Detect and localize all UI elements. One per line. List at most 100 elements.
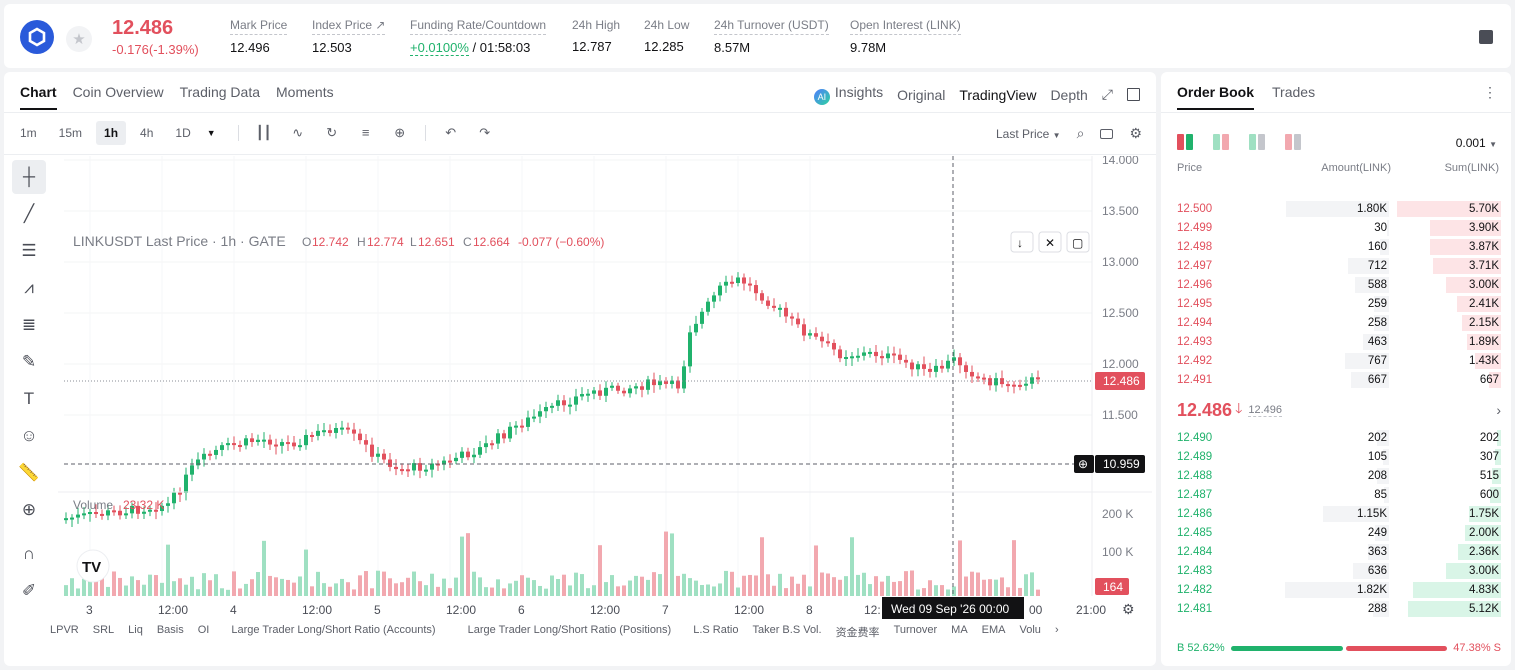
indicators-icon[interactable]: ∿ <box>292 125 304 140</box>
ask-row[interactable]: 12.496 588 3.00K <box>1177 276 1501 294</box>
stat-label[interactable]: Funding Rate/Countdown <box>410 18 547 35</box>
emoji-icon[interactable]: ☺ <box>20 426 38 445</box>
indicator-tab[interactable]: Turnover <box>893 624 938 636</box>
ask-row[interactable]: 12.499 30 3.90K <box>1177 219 1501 237</box>
timeframe-1h[interactable]: 1h <box>96 121 127 145</box>
ask-row[interactable]: 12.498 160 3.87K <box>1177 238 1501 256</box>
stat-label[interactable]: Open Interest (LINK) <box>850 18 961 35</box>
ask-row[interactable]: 12.494 258 2.15K <box>1177 314 1501 332</box>
indicator-tab[interactable]: OI <box>197 624 210 636</box>
stat-label[interactable]: Index Price ↗ <box>312 18 386 35</box>
order-price: 12.495 <box>1177 298 1213 310</box>
tab-coin-overview[interactable]: Coin Overview <box>72 84 164 100</box>
stat-label[interactable]: 24h Turnover (USDT) <box>714 18 829 35</box>
redo-icon[interactable]: ↷ <box>479 125 491 140</box>
tab-tradingview[interactable]: TradingView <box>959 86 1037 103</box>
zoom-in-icon[interactable]: ⊕ <box>21 500 37 519</box>
tab-trades[interactable]: Trades <box>1272 84 1316 100</box>
add-indicator-icon[interactable]: ⊕ <box>394 125 406 140</box>
indicator-tab[interactable]: Large Trader Long/Short Ratio (Accounts) <box>231 624 436 636</box>
tab-moments[interactable]: Moments <box>276 84 334 100</box>
guide-book-icon[interactable] <box>1479 30 1493 44</box>
indicator-tab[interactable]: 资金费率 <box>835 627 880 639</box>
precision-select[interactable]: 0.001 ▼ <box>1455 136 1497 150</box>
text-tool-icon[interactable]: T <box>23 389 35 408</box>
indicator-tab[interactable]: EMA <box>981 624 1006 636</box>
ask-row[interactable]: 12.492 767 1.43K <box>1177 352 1501 370</box>
bid-row[interactable]: 12.487 85 600 <box>1177 486 1501 504</box>
bid-row[interactable]: 12.484 363 2.36K <box>1177 543 1501 561</box>
asks-mode-icon[interactable] <box>1213 134 1229 150</box>
pencil-icon[interactable]: ✐ <box>21 581 37 600</box>
crosshair-icon[interactable]: ┼ <box>12 160 46 194</box>
fib-icon[interactable]: ≣ <box>21 315 37 334</box>
price-chart[interactable]: 14.000 13.500 13.000 12.500 12.000 11.500 LIN… <box>58 156 1152 626</box>
stat-label[interactable]: Mark Price <box>230 18 288 35</box>
magnet-icon[interactable]: ∩ <box>22 544 36 563</box>
timeframe-1m[interactable]: 1m <box>20 126 37 140</box>
timeframe-4h[interactable]: 4h <box>140 126 154 140</box>
window-icon[interactable] <box>1127 88 1140 101</box>
insights-button[interactable]: AI Insights <box>813 84 883 105</box>
indicator-tab[interactable]: LPVR <box>50 624 79 636</box>
chevron-right-icon[interactable]: › <box>1496 402 1501 418</box>
ask-row[interactable]: 12.500 1.80K 5.70K <box>1177 200 1501 218</box>
brush-icon[interactable]: ✎ <box>21 352 37 371</box>
scroll-down-button <box>1010 231 1034 253</box>
timeframe-1d[interactable]: 1D <box>175 126 191 140</box>
undo-icon[interactable]: ↶ <box>445 125 457 140</box>
horizontal-lines-icon[interactable]: ☰ <box>21 241 37 260</box>
order-sum: 2.41K <box>1468 298 1499 310</box>
indicator-tab[interactable]: MA <box>951 624 968 636</box>
indicator-tab[interactable]: Basis <box>156 624 184 636</box>
chevron-right-icon[interactable]: › <box>1054 624 1059 636</box>
depth-mode-icon[interactable] <box>1285 134 1301 150</box>
templates-icon[interactable]: ≡ <box>361 125 370 140</box>
search-icon[interactable]: ⌕ <box>1076 125 1085 141</box>
favorite-star-icon[interactable]: ★ <box>66 26 92 52</box>
bids-mode-icon[interactable] <box>1249 134 1265 150</box>
indicator-tab[interactable]: SRL <box>92 624 115 636</box>
bid-row[interactable]: 12.488 208 515 <box>1177 467 1501 485</box>
bid-row[interactable]: 12.490 202 202 <box>1177 429 1501 447</box>
tab-original[interactable]: Original <box>897 86 946 103</box>
refresh-icon[interactable]: ↻ <box>326 125 338 140</box>
timeframe-dropdown-icon[interactable]: ▼ <box>206 128 216 138</box>
bid-row[interactable]: 12.489 105 307 <box>1177 448 1501 466</box>
pattern-icon[interactable]: ⩘ <box>24 278 34 297</box>
indicator-tab[interactable]: L.S Ratio <box>693 624 739 636</box>
candle-type-icon[interactable]: ┃┃ <box>255 125 272 140</box>
tab-depth[interactable]: Depth <box>1050 86 1088 103</box>
indicator-tab[interactable]: Liq <box>128 624 143 636</box>
bid-row[interactable]: 12.482 1.82K 4.83K <box>1177 581 1501 599</box>
ask-row[interactable]: 12.491 667 667 <box>1177 371 1501 389</box>
price-type-select[interactable]: Last Price ▼ <box>995 126 1061 141</box>
price-axis-label: 13.500 <box>1102 204 1139 218</box>
ask-row[interactable]: 12.497 712 3.71K <box>1177 257 1501 275</box>
ask-row[interactable]: 12.493 463 1.89K <box>1177 333 1501 351</box>
tab-trading-data[interactable]: Trading Data <box>179 84 261 100</box>
timeframe-15m[interactable]: 15m <box>58 126 83 140</box>
bid-row[interactable]: 12.485 249 2.00K <box>1177 524 1501 542</box>
both-sides-mode-icon[interactable] <box>1177 134 1193 150</box>
settings-gear-icon[interactable]: ⚙ <box>1129 125 1142 141</box>
indicator-tab[interactable]: Large Trader Long/Short Ratio (Positions… <box>467 624 672 636</box>
bid-row[interactable]: 12.483 636 3.00K <box>1177 562 1501 580</box>
camera-icon[interactable] <box>1100 128 1114 139</box>
trend-line-icon[interactable]: ╱ <box>23 204 35 223</box>
ruler-icon[interactable]: 📏 <box>18 463 40 482</box>
bid-row[interactable]: 12.481 288 5.12K <box>1177 600 1501 618</box>
candle-body <box>1036 377 1040 380</box>
indicator-tab[interactable]: Taker B.S Vol. <box>752 624 822 636</box>
tab-chart[interactable]: Chart <box>20 84 57 110</box>
ask-row[interactable]: 12.495 259 2.41K <box>1177 295 1501 313</box>
more-options-icon[interactable]: ⋮ <box>1483 84 1497 100</box>
tab-order-book[interactable]: Order Book <box>1177 84 1255 110</box>
volume-bar <box>784 588 788 596</box>
bid-row[interactable]: 12.486 1.15K 1.75K <box>1177 505 1501 523</box>
expand-icon[interactable]: ⤢ <box>1101 86 1113 102</box>
candle-body <box>646 379 650 390</box>
indicator-tab[interactable]: Volu <box>1019 624 1041 636</box>
candle-body <box>520 425 524 428</box>
amount-bar <box>1372 601 1389 617</box>
